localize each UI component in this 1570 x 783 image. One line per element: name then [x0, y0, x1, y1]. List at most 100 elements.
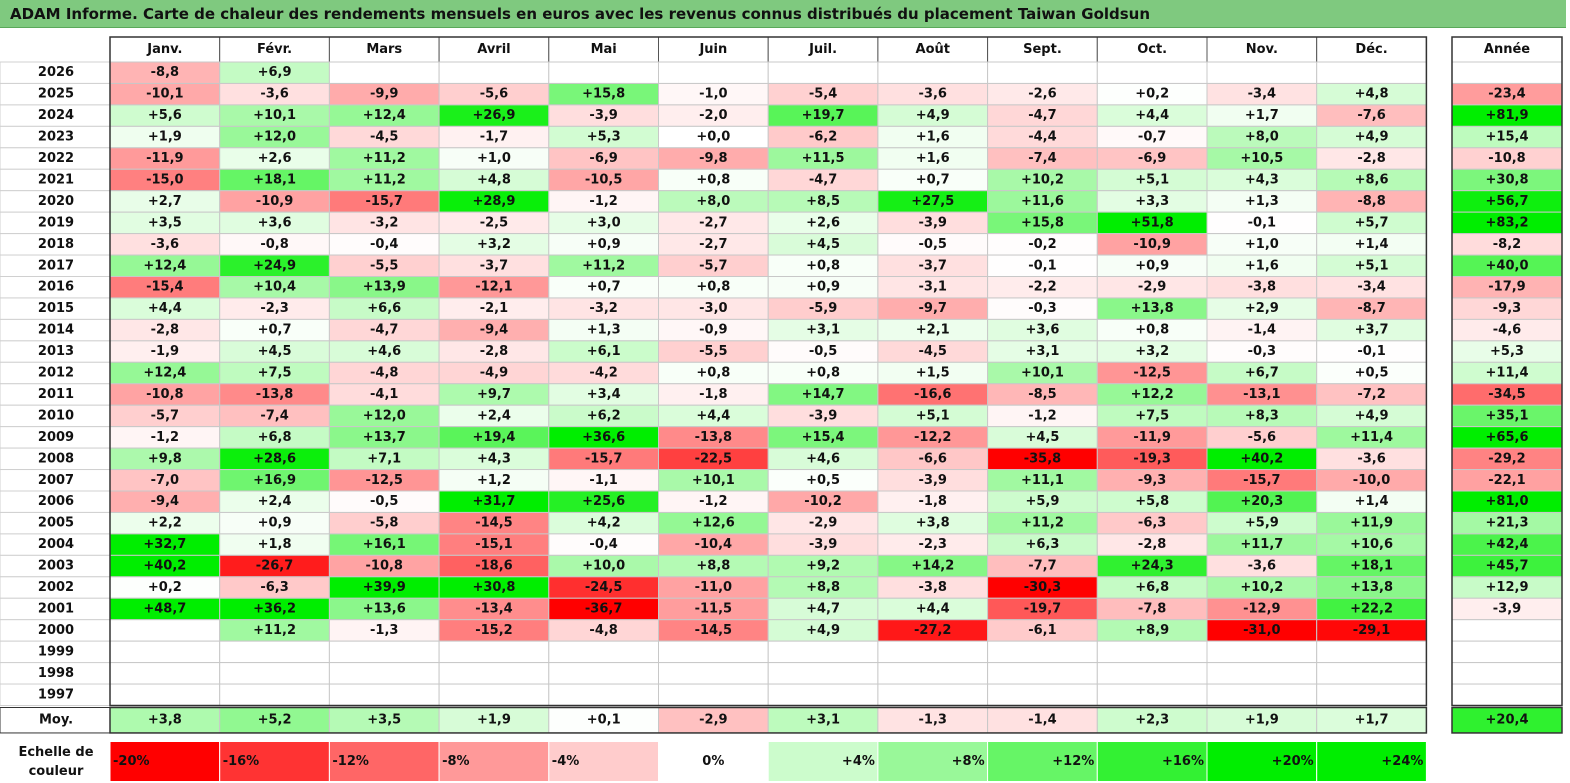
heatmap-value: -2,8: [1138, 537, 1166, 552]
heatmap-cell: [109, 662, 221, 685]
heatmap-value: -3,2: [589, 301, 617, 316]
scale-swatch: [767, 741, 879, 782]
annual-value: +83,2: [1486, 215, 1529, 230]
heatmap-value: -7,7: [1028, 559, 1056, 574]
heatmap-value: -5,5: [699, 344, 727, 359]
heatmap-value: +1,5: [916, 366, 950, 381]
row-year-label: 2026: [38, 65, 74, 80]
average-value: +3,8: [148, 713, 182, 728]
annual-value: +15,4: [1486, 130, 1529, 145]
heatmap-cell: [328, 662, 440, 685]
heatmap-value: -7,4: [260, 408, 288, 423]
heatmap-value: -4,9: [480, 366, 508, 381]
heatmap-value: +3,3: [1135, 194, 1169, 209]
average-annual-value: +20,4: [1486, 713, 1529, 728]
heatmap-value: -6,3: [1138, 516, 1166, 531]
heatmap-value: -12,1: [475, 280, 512, 295]
heatmap-value: -4,2: [589, 366, 617, 381]
row-year-label: 1997: [38, 687, 74, 702]
heatmap-value: -6,3: [260, 580, 288, 595]
annual-value: +35,1: [1486, 408, 1529, 423]
heatmap-value: -19,7: [1024, 601, 1061, 616]
heatmap-value: +5,9: [1245, 516, 1279, 531]
heatmap-value: -15,7: [366, 194, 403, 209]
heatmap-value: +15,8: [582, 87, 625, 102]
heatmap-cell: [877, 640, 989, 664]
heatmap-value: +4,8: [477, 172, 511, 187]
scale-step-label: +8%: [952, 754, 985, 769]
month-header-cell: [987, 36, 1098, 63]
heatmap-cell: [109, 683, 221, 706]
average-value: +2,3: [1135, 713, 1169, 728]
heatmap-cell: [987, 61, 1098, 84]
heatmap-value: +19,7: [802, 108, 845, 123]
average-value: +5,2: [258, 713, 292, 728]
heatmap-cell: [1096, 662, 1208, 685]
heatmap-value: -2,8: [151, 323, 179, 338]
annual-value: -17,9: [1488, 280, 1525, 295]
heatmap-value: +13,6: [363, 601, 406, 616]
heatmap-value: -2,0: [699, 108, 727, 123]
heatmap-value: +13,8: [1131, 301, 1174, 316]
heatmap-value: +48,7: [143, 601, 186, 616]
heatmap-value: -13,4: [475, 601, 512, 616]
heatmap-value: -8,5: [1028, 387, 1056, 402]
heatmap-value: -12,5: [1133, 366, 1170, 381]
row-year-label: 2006: [38, 494, 74, 509]
heatmap-value: -1,7: [480, 130, 508, 145]
annual-border: [1451, 36, 1563, 707]
heatmap-value: +0,8: [806, 258, 840, 273]
heatmap-value: +6,2: [587, 408, 621, 423]
month-header-cell: [109, 36, 221, 63]
heatmap-cell: [987, 662, 1098, 685]
heatmap-value: -4,7: [1028, 108, 1056, 123]
heatmap-value: -5,5: [370, 258, 398, 273]
heatmap-value: +27,5: [911, 194, 954, 209]
average-value: +1,7: [1355, 713, 1389, 728]
heatmap-value: +2,2: [148, 516, 182, 531]
heatmap-value: +11,5: [802, 151, 845, 166]
scale-step-label: -20%: [113, 754, 150, 769]
heatmap-cell: [658, 640, 769, 664]
heatmap-value: +3,7: [1355, 323, 1389, 338]
heatmap-value: -4,8: [370, 366, 398, 381]
heatmap-value: -3,9: [809, 408, 837, 423]
heatmap-value: +8,0: [696, 194, 730, 209]
heatmap-value: +7,5: [258, 366, 292, 381]
heatmap-value: -2,5: [480, 215, 508, 230]
heatmap-value: +6,8: [258, 430, 292, 445]
heatmap-value: +4,5: [806, 237, 840, 252]
heatmap-value: +8,0: [1245, 130, 1279, 145]
heatmap-value: +8,3: [1245, 408, 1279, 423]
scale-swatch: [109, 741, 221, 782]
heatmap-value: -31,0: [1243, 623, 1280, 638]
heatmap-value: -15,7: [585, 451, 622, 466]
heatmap-cell: [548, 640, 659, 664]
heatmap-value: +11,7: [1240, 537, 1283, 552]
heatmap-value: +28,9: [472, 194, 515, 209]
heatmap-value: -2,3: [919, 537, 947, 552]
heatmap-value: -1,8: [699, 387, 727, 402]
heatmap-cell: [109, 640, 221, 664]
heatmap-value: -4,1: [370, 387, 398, 402]
annual-value: -4,6: [1493, 323, 1521, 338]
heatmap-value: -9,4: [151, 494, 179, 509]
heatmap-value: -26,7: [256, 559, 293, 574]
heatmap-value: +1,0: [1245, 237, 1279, 252]
annual-value: +81,9: [1486, 108, 1529, 123]
heatmap-value: +36,6: [582, 430, 625, 445]
heatmap-value: +4,4: [696, 408, 730, 423]
heatmap-value: -2,9: [809, 516, 837, 531]
month-header: Août: [916, 42, 950, 57]
heatmap-value: +7,1: [367, 451, 401, 466]
heatmap-value: -2,8: [480, 344, 508, 359]
heatmap-value: -3,7: [919, 258, 947, 273]
annual-value: +81,0: [1486, 494, 1529, 509]
month-header: Sept.: [1023, 42, 1062, 57]
heatmap-value: +10,1: [1021, 366, 1064, 381]
heatmap-value: -15,1: [475, 537, 512, 552]
average-cell: [767, 707, 879, 734]
heatmap-value: +10,0: [582, 559, 625, 574]
heatmap-value: -2,9: [1138, 280, 1166, 295]
scale-label-line1: Echelle de: [18, 745, 93, 760]
